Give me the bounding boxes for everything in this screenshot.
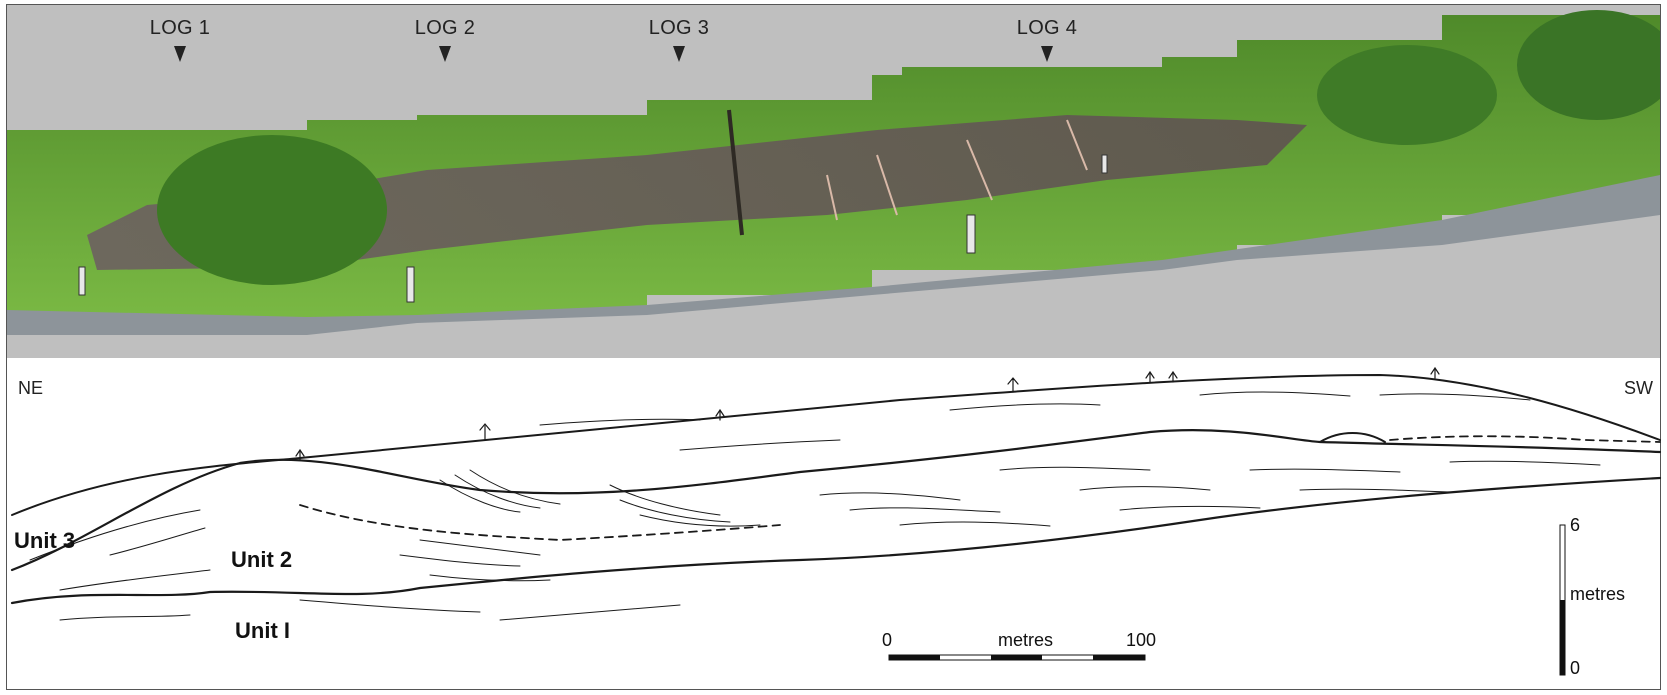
h-scale-max: 100 — [1126, 630, 1157, 650]
log-label: LOG 4 — [1016, 17, 1078, 39]
people — [78, 154, 1108, 303]
figure-frame — [6, 4, 1661, 690]
bush — [157, 135, 387, 285]
h-scale-min: 0 — [882, 630, 893, 650]
v-scale-max: 6 — [1570, 515, 1581, 535]
log-marker-1: LOG 1 — [120, 17, 240, 62]
road — [7, 175, 1660, 335]
direction-sw: SW — [1624, 378, 1653, 398]
down-arrow-icon — [1041, 46, 1053, 62]
outcrop-photo-panorama: LOG 1 LOG 2 LOG 3 LOG 4 — [7, 5, 1660, 358]
log-label: LOG 1 — [149, 17, 211, 39]
unit-3-label: Unit 3 — [14, 528, 76, 553]
rock-veins — [826, 119, 1088, 221]
h-scale-label: metres — [998, 630, 1054, 650]
direction-ne: NE — [18, 378, 44, 398]
photo-illustration — [7, 10, 1660, 335]
log-label: LOG 3 — [648, 17, 710, 39]
v-scale-min: 0 — [1570, 658, 1581, 678]
v-scale-label: metres — [1570, 584, 1626, 604]
down-arrow-icon — [174, 46, 186, 62]
unit-1-label: Unit I — [235, 618, 290, 643]
down-arrow-icon — [439, 46, 451, 62]
rock-face — [87, 115, 1307, 270]
log-marker-2: LOG 2 — [385, 17, 505, 62]
down-arrow-icon — [673, 46, 685, 62]
unit-2-label: Unit 2 — [231, 547, 293, 572]
log-label: LOG 2 — [414, 17, 476, 39]
log-marker-4: LOG 4 — [987, 17, 1107, 62]
log-marker-3: LOG 3 — [619, 17, 739, 62]
